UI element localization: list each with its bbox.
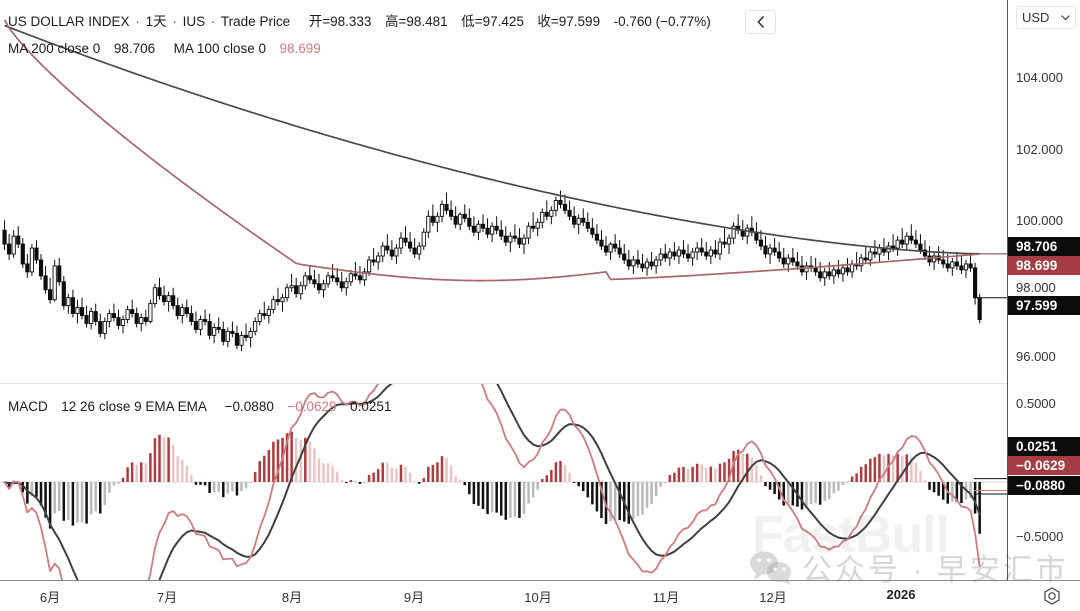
macd-title[interactable]: MACD [8, 399, 48, 414]
time-axis-label: 8月 [281, 590, 303, 605]
ma-legend: MA 200 close 0 98.706 MA 100 close 0 98.… [8, 41, 321, 56]
price-chart-panel[interactable] [0, 0, 1007, 383]
price-plot-svg [2, 19, 1007, 352]
axis-tick-label: 102.000 [1016, 142, 1063, 157]
time-axis[interactable]: 6月 7月 8月 9月 10月 11月 12月 2026 [0, 581, 1080, 611]
chart-settings-button[interactable] [1042, 586, 1062, 611]
axis-price-badge: −0.0880 [1008, 476, 1080, 495]
ma100-label[interactable]: MA 100 close 0 [173, 41, 266, 56]
macd-axis[interactable]: 0.5000 −0.5000 [1008, 384, 1080, 580]
symbol-name[interactable]: US DOLLAR INDEX [8, 14, 130, 29]
open-label: 开= [308, 14, 331, 29]
price-type-label: Trade Price [220, 14, 291, 29]
chevron-down-icon [1061, 14, 1070, 20]
macd-hist-value: 0.0251 [350, 399, 392, 414]
time-axis-label: 2026 [886, 587, 916, 602]
low-label: 低= [461, 14, 483, 29]
interval-label[interactable]: 1天 [145, 14, 167, 29]
axis-price-badge: 0.0251 [1008, 437, 1080, 456]
axis-price-badge: 97.599 [1008, 296, 1080, 315]
axis-tick-label: 96.000 [1016, 349, 1056, 364]
time-axis-divider [0, 580, 1080, 581]
exchange-label: IUS [182, 14, 206, 29]
currency-value: USD [1022, 10, 1050, 25]
high-label: 高= [384, 14, 407, 29]
legend-separator-2: · [172, 14, 177, 29]
high-value: 98.481 [406, 14, 448, 29]
close-value: 97.599 [558, 14, 601, 29]
price-axis[interactable]: 104.000 102.000 100.000 98.000 96.000 [1008, 0, 1080, 383]
currency-selector[interactable]: USD [1016, 6, 1076, 29]
time-axis-label: 7月 [156, 590, 178, 605]
time-axis-label: 6月 [39, 590, 61, 605]
chart-header-legend: US DOLLAR INDEX · 1天 · IUS · Trade Price… [8, 10, 711, 30]
time-axis-label: 10月 [524, 590, 552, 605]
time-axis-label: 11月 [652, 590, 680, 605]
axis-price-badge: 98.699 [1008, 256, 1080, 275]
panel-divider [0, 383, 1007, 384]
close-label: 收= [537, 14, 559, 29]
macd-params: 12 26 close 9 EMA EMA [61, 399, 207, 414]
collapse-legend-button[interactable] [745, 10, 776, 34]
macd-plot-svg [0, 384, 1007, 580]
macd-legend: MACD 12 26 close 9 EMA EMA −0.0880 −0.06… [8, 399, 391, 414]
low-value: 97.425 [482, 14, 524, 29]
time-axis-label: 9月 [403, 590, 425, 605]
axis-tick-label: −0.5000 [1016, 529, 1064, 544]
macd-value: −0.0880 [224, 399, 274, 414]
axis-tick-label: 104.000 [1016, 70, 1063, 85]
axis-price-badge: 98.706 [1008, 237, 1080, 256]
axis-price-badge: −0.0629 [1008, 456, 1080, 475]
ma200-label[interactable]: MA 200 close 0 [8, 41, 101, 56]
axis-tick-label: 0.5000 [1016, 396, 1056, 411]
hex-target-icon [1044, 587, 1060, 605]
legend-separator-3: · [210, 14, 216, 29]
ma200-value: 98.706 [113, 41, 156, 56]
macd-signal-value: −0.0629 [287, 399, 337, 414]
time-axis-label: 12月 [759, 590, 787, 605]
axis-tick-label: 98.000 [1016, 280, 1056, 295]
ma100-value: 98.699 [279, 41, 321, 56]
macd-chart-panel[interactable] [0, 384, 1007, 580]
open-value: 98.333 [330, 14, 372, 29]
axis-divider [1007, 0, 1008, 580]
change-value: -0.760 (−0.77%) [613, 14, 711, 29]
legend-separator-1: · [135, 14, 140, 29]
chevron-left-icon [757, 16, 764, 28]
axis-tick-label: 100.000 [1016, 213, 1063, 228]
